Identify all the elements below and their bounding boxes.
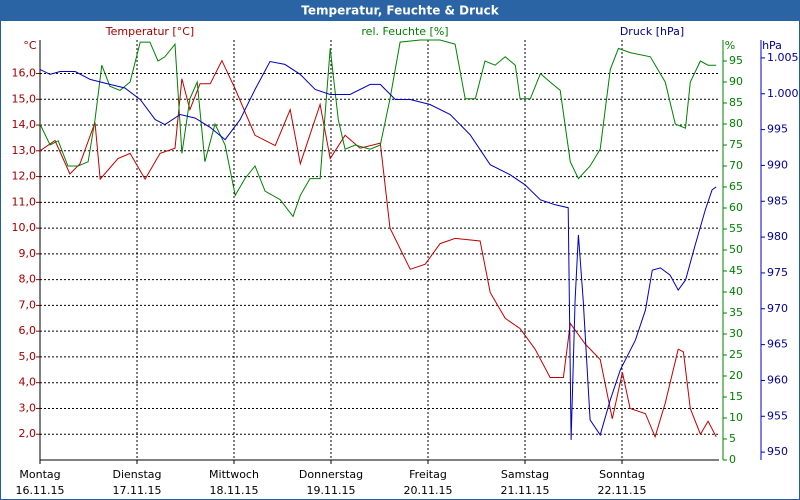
x-tick-label: 18.11.15 xyxy=(210,484,259,497)
y-tick-label: 4,0 xyxy=(19,376,37,389)
y-tick-label: 9,0 xyxy=(19,247,37,260)
series-line xyxy=(39,39,717,218)
y2-tick-label: 0 xyxy=(729,453,736,466)
y3-tick-label: 965 xyxy=(767,338,788,351)
y-tick-label: 2,0 xyxy=(19,427,37,440)
y2-tick-label: 95 xyxy=(729,54,743,67)
y3-tick-label: 995 xyxy=(767,123,788,136)
y-tick-label: 5,0 xyxy=(19,350,37,363)
chart-title: Temperatur, Feuchte & Druck xyxy=(301,4,499,18)
y2-tick-label: 60 xyxy=(729,201,743,214)
x-tick-label: 17.11.15 xyxy=(113,484,162,497)
series-line xyxy=(39,59,717,439)
x-tick-label: Donnerstag xyxy=(299,468,363,481)
x-tick-label: 19.11.15 xyxy=(307,484,356,497)
y-tick-label: 16,0 xyxy=(12,66,37,79)
series-line xyxy=(39,60,717,440)
x-tick-label: Mittwoch xyxy=(209,468,259,481)
y2-tick-label: 70 xyxy=(729,159,743,172)
y2-tick-label: 5 xyxy=(729,432,736,445)
y3-axis-title: Druck [hPa] xyxy=(620,25,684,38)
y-tick-label: 10,0 xyxy=(12,221,37,234)
x-tick-label: Montag xyxy=(19,468,60,481)
y2-tick-label: 20 xyxy=(729,369,743,382)
y3-tick-label: 975 xyxy=(767,266,788,279)
y2-tick-label: 40 xyxy=(729,285,743,298)
x-tick-label: 22.11.15 xyxy=(598,484,647,497)
y2-tick-label: 75 xyxy=(729,138,743,151)
y3-tick-label: 980 xyxy=(767,230,788,243)
y2-axis-title: rel. Feuchte [%] xyxy=(361,25,448,38)
y3-tick-label: 950 xyxy=(767,445,788,458)
y3-tick-label: 985 xyxy=(767,194,788,207)
y3-tick-label: 955 xyxy=(767,409,788,422)
x-tick-label: 21.11.15 xyxy=(501,484,550,497)
x-tick-label: Samstag xyxy=(501,468,549,481)
y-tick-label: 8,0 xyxy=(19,273,37,286)
y2-unit: % xyxy=(725,39,735,52)
y2-tick-label: 65 xyxy=(729,180,743,193)
x-tick-label: Dienstag xyxy=(112,468,161,481)
x-tick-label: Sonntag xyxy=(599,468,645,481)
title-bar xyxy=(0,0,800,21)
y-tick-label: 12,0 xyxy=(12,170,37,183)
y2-tick-label: 55 xyxy=(729,222,743,235)
x-tick-label: 20.11.15 xyxy=(404,484,453,497)
y-tick-label: 14,0 xyxy=(12,118,37,131)
y-unit: °C xyxy=(23,39,37,52)
y3-tick-label: 970 xyxy=(767,302,788,315)
y2-tick-label: 10 xyxy=(729,411,743,424)
y-tick-label: 3,0 xyxy=(19,401,37,414)
y-tick-label: 11,0 xyxy=(12,195,37,208)
y-tick-label: 7,0 xyxy=(19,298,37,311)
y-tick-label: 15,0 xyxy=(12,92,37,105)
y3-tick-label: 990 xyxy=(767,158,788,171)
y3-tick-label: 960 xyxy=(767,373,788,386)
y2-tick-label: 25 xyxy=(729,348,743,361)
x-tick-label: Freitag xyxy=(409,468,447,481)
y-tick-label: 13,0 xyxy=(12,144,37,157)
y2-tick-label: 15 xyxy=(729,390,743,403)
y-axis-title: Temperatur [°C] xyxy=(105,25,194,38)
y2-tick-label: 90 xyxy=(729,75,743,88)
y2-tick-label: 45 xyxy=(729,264,743,277)
x-tick-label: 16.11.15 xyxy=(16,484,65,497)
y3-tick-label: 1.005 xyxy=(767,51,799,64)
y2-tick-label: 35 xyxy=(729,306,743,319)
y3-unit: hPa xyxy=(762,39,782,52)
y-tick-label: 6,0 xyxy=(19,324,37,337)
y2-tick-label: 50 xyxy=(729,243,743,256)
y2-tick-label: 85 xyxy=(729,96,743,109)
y2-tick-label: 80 xyxy=(729,117,743,130)
y3-tick-label: 1.000 xyxy=(767,87,799,100)
y2-tick-label: 30 xyxy=(729,327,743,340)
